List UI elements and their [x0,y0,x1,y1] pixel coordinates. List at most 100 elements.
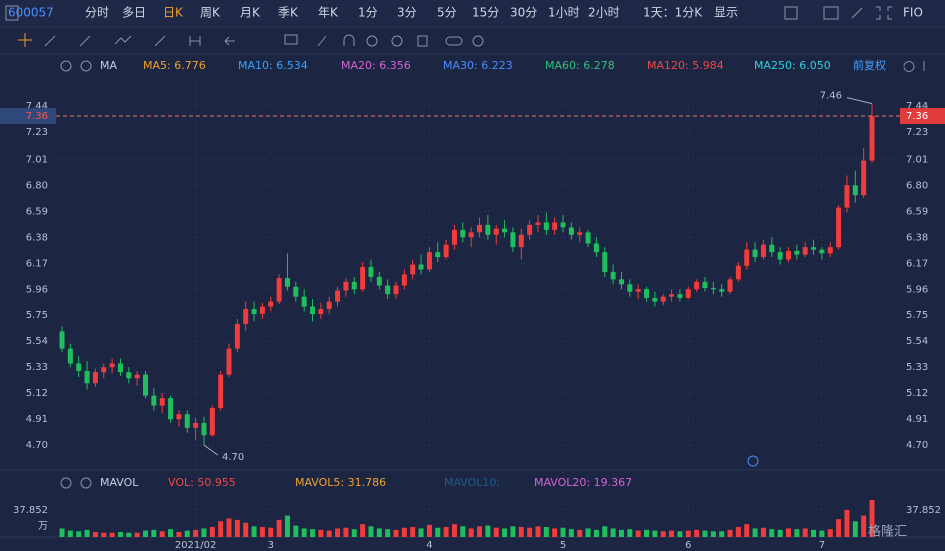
toolbar-item[interactable]: 日K [163,6,184,20]
volume-bar [451,524,457,537]
candle-body [769,244,775,253]
volume-bar [76,531,82,537]
adjust-mode[interactable]: 前复权 [853,58,886,72]
settings[interactable] [60,60,72,72]
y-tick-label-right: 6.38 [906,232,928,243]
candle-body [869,116,875,161]
settings[interactable] [472,35,484,47]
volume-bar [159,531,165,537]
toolbar-item[interactable]: 周K [200,6,221,20]
toolbar-item[interactable]: 1天：1分K [643,6,703,20]
y-tick-label: 37.852 [13,505,48,516]
tool-icons[interactable] [366,35,378,47]
volume-bar [493,527,499,537]
volume-bar [618,529,624,537]
toolbar-item[interactable]: 30分 [510,6,537,20]
candle-body [635,289,641,292]
volume-bar [143,530,149,537]
candle-body [719,289,725,292]
y-tick-label-right: 7.23 [906,127,928,138]
legend-entry: MA20: 6.356 [341,59,411,72]
volume-bar [310,529,316,537]
toolbar-item[interactable]: 600057 [8,6,54,20]
toolbar-item[interactable]: 分时 [85,6,109,20]
volume-bar [610,528,616,537]
candle-body [460,229,466,238]
tool-icons[interactable] [391,35,403,47]
event-marker[interactable] [747,455,759,467]
tool-icons[interactable] [445,36,463,46]
volume-bar [410,527,416,537]
candle-body [159,398,165,406]
candle-body [485,224,491,235]
candle-body [234,323,240,349]
candle-body [193,422,199,428]
window-controls[interactable] [851,6,892,20]
tool-icons[interactable] [317,34,355,47]
menu[interactable] [5,5,19,21]
panel-controls[interactable] [903,61,925,72]
candle-body [644,289,650,298]
candle-body [610,271,616,280]
toolbar-item[interactable]: 15分 [472,6,499,20]
y-tick-label-right: 7.44 [906,101,928,112]
toolbar-item[interactable]: 2小时 [588,6,620,20]
volume-bar [243,522,249,537]
y-tick-label-right: 37.852 [906,505,941,516]
close[interactable] [80,477,92,489]
drawing-tools[interactable] [5,5,925,489]
candle-body [67,348,73,364]
y-tick-label: 4.91 [26,414,48,425]
x-tick-label: 3 [268,540,274,551]
high-label: 7.46 [820,91,842,102]
crosshair-tool[interactable] [18,33,32,47]
settings[interactable] [60,477,72,489]
candle-body [477,224,483,233]
toolbar-item[interactable]: 月K [240,6,261,20]
y-tick-label: 7.44 [26,101,48,112]
y-tick-label-right: 5.75 [906,310,928,321]
candle-body [468,232,474,238]
toolbar-item[interactable]: 1分 [358,6,378,20]
legend-entry: MAVOL5: 31.786 [295,476,386,489]
volume-bar [360,524,366,537]
candle-body [568,227,574,235]
candle-body [385,285,391,295]
indicator-name: MAVOL [100,476,139,489]
volume-bar [193,529,199,537]
volume-bar [477,526,483,537]
close[interactable] [80,60,92,72]
volume-bar [785,528,791,537]
candle-body [176,414,182,420]
candle-body [134,374,140,379]
candle-body [101,367,107,373]
candle-body [84,370,90,384]
toolbar-item[interactable]: 季K [278,6,299,20]
y-tick-label: 4.70 [26,440,48,451]
camera[interactable] [823,6,839,20]
candle-body [618,279,624,285]
toolbar-item[interactable]: 1小时 [548,6,580,20]
checkbox[interactable] [784,6,798,20]
note-tool[interactable] [284,34,298,45]
toolbar-item[interactable]: 多日 [122,6,146,20]
candle-body [276,278,282,302]
toolbar-item[interactable]: 年K [318,6,339,20]
delete-tool[interactable] [417,35,428,47]
volume-bar [710,531,716,537]
toolbar-item[interactable]: 显示 [714,6,738,20]
high-pointer [846,97,873,105]
toolbar-item[interactable]: 5分 [437,6,457,20]
volume-bar [627,529,633,537]
volume-bar [502,528,508,537]
volume-bar [560,527,566,537]
toolbar-item[interactable]: FIO [903,6,923,20]
toolbar-item[interactable]: 3分 [397,6,417,20]
tool-icons[interactable] [44,35,235,47]
volume-bar [259,527,265,537]
candle-body [802,247,808,255]
legend-entry: MA120: 5.984 [647,59,724,72]
candle-body [310,306,316,314]
candle-body [710,288,716,290]
volume-bar [644,529,650,537]
